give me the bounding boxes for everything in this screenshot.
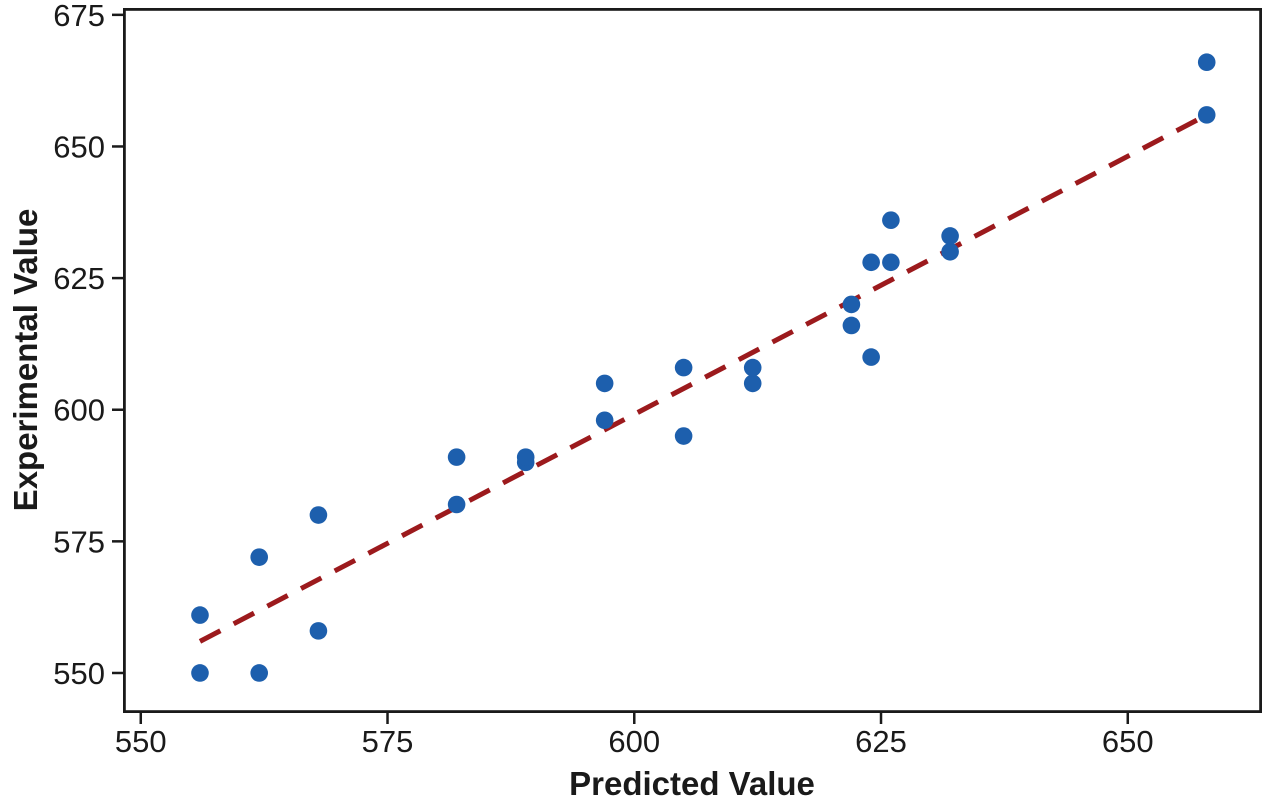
y-axis-title: Experimental Value [7, 209, 44, 512]
scatter-point [674, 427, 693, 445]
axis-tick-labels: 550 575 600 625 650 550 575 600 625 650 675 [53, 0, 1153, 759]
scatter-point [595, 411, 614, 430]
y-tick-label: 550 [53, 656, 105, 691]
plot-border [123, 7, 1262, 714]
x-tick-label: 650 [1102, 724, 1154, 759]
y-tick-label: 675 [53, 0, 105, 33]
scatter-point [882, 211, 900, 229]
scatter-point [882, 253, 900, 272]
scatter-point [447, 495, 466, 514]
scatter-point [250, 664, 269, 682]
scatter-point [191, 664, 209, 682]
scatter-point [941, 227, 959, 245]
scatter-point [309, 622, 328, 640]
y-tick-label: 600 [53, 393, 105, 428]
scatter-point [516, 448, 535, 466]
y-tick-label: 575 [53, 524, 105, 559]
scatter-point [1197, 53, 1216, 72]
scatter-point [862, 348, 880, 366]
scatter-point [862, 253, 880, 272]
x-tick-label: 550 [115, 724, 167, 759]
scatter-point [842, 316, 861, 335]
scatter-point [674, 358, 693, 377]
y-tick-label: 650 [53, 129, 105, 164]
scatter-point [447, 448, 466, 466]
scatter-point [941, 242, 959, 261]
trend-line [198, 117, 1199, 644]
x-tick-label: 575 [362, 724, 414, 759]
scatter-point [309, 506, 328, 524]
x-tick-label: 600 [608, 724, 660, 759]
trend-line-path [198, 117, 1199, 644]
axis-ticks [112, 13, 1130, 724]
scatter-point [595, 374, 614, 393]
x-tick-label: 625 [855, 724, 907, 759]
y-tick-label: 625 [53, 261, 105, 296]
data-points [191, 53, 1216, 682]
x-axis-title: Predicted Value [569, 765, 815, 802]
scatter-point [743, 358, 762, 377]
scatter-point [842, 295, 861, 314]
scatter-point [250, 548, 269, 566]
scatter-point [743, 374, 762, 393]
scatter-point [191, 606, 209, 624]
scatter-point [1197, 106, 1216, 124]
plot-frame [123, 7, 1262, 714]
